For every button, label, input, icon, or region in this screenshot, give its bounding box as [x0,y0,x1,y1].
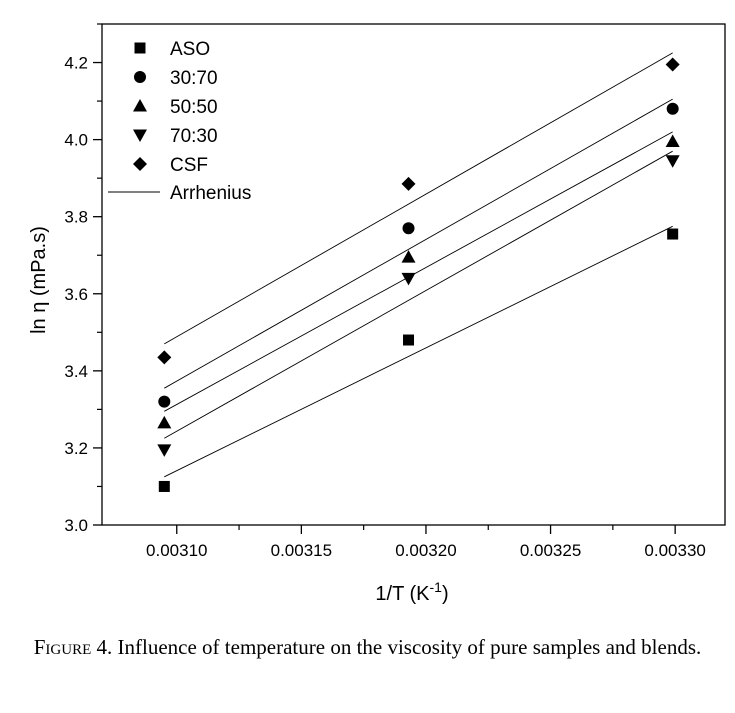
y-tick-label: 3.2 [64,439,88,458]
x-tick-label: 0.00330 [644,541,705,560]
plot-frame [101,23,726,526]
y-tick-label: 3.4 [64,362,88,381]
fit-lines [164,52,673,478]
point-CSF [401,176,416,191]
point-ASO [667,228,679,240]
data-points [157,57,680,492]
legend-label: 50:50 [170,97,218,118]
y-tick-label: 4.0 [64,131,88,150]
point-30-70 [158,395,171,408]
y-tick-label: 4.2 [64,54,88,73]
legend-symbol-ASO [134,42,146,54]
y-tick-label: 3.0 [64,516,88,535]
chart: 0.00310 0.00315 0.00320 0.00325 0.00330 3.03… [28,23,726,605]
y-tick-label: 3.6 [64,285,88,304]
legend-symbol-30-70 [134,71,146,83]
caption-label: Figure [33,635,92,659]
x-tick-label: 0.00315 [271,541,332,560]
point-70-30 [401,272,416,286]
point-50-50 [665,134,680,148]
y-axis-title: ln η (mPa.s) [28,226,50,334]
y-tick-label: 3.8 [64,208,88,227]
figure-caption: Figure 4. Influence of temperature on th… [20,632,715,662]
point-ASO [158,480,170,492]
legend-label: 30:70 [170,68,218,89]
x-tick-label: 0.00310 [146,541,207,560]
legend-label: ASO [170,39,210,60]
legend-label: Arrhenius [170,183,251,204]
point-50-50 [157,415,172,429]
legend-symbol-50-50 [133,99,147,112]
x-tick-label: 0.00320 [395,541,456,560]
caption-text: Influence of temperature on the viscosit… [112,635,702,659]
caption-number: 4. [91,635,113,659]
legend-label: CSF [170,155,208,176]
point-70-30 [157,444,172,457]
fit-line-70-30 [164,150,673,439]
x-axis-title: 1/T (K-1) [375,579,448,605]
legend-symbol-70-30 [133,129,147,142]
legend-label: 70:30 [170,126,218,147]
fit-line-CSF [164,52,673,345]
fit-line-ASO [164,225,673,478]
legend-symbol-CSF [133,157,147,171]
point-CSF [157,350,172,365]
legend: ASO 30:70 50:50 70:30 CSF Arrhenius [108,39,251,204]
fit-line-30-70 [164,98,673,389]
point-CSF [665,57,680,72]
point-ASO [403,334,415,346]
point-50-50 [401,250,416,263]
fit-line-50-50 [164,131,673,412]
y-axis-ticks: 3.0 3.2 3.4 3.6 3.8 4.0 4.2 [64,23,102,535]
x-tick-label: 0.00325 [520,541,581,560]
point-70-30 [665,155,680,168]
point-30-70 [666,102,679,115]
point-30-70 [402,222,415,235]
x-axis-ticks: 0.00310 0.00315 0.00320 0.00325 0.00330 [146,525,706,560]
